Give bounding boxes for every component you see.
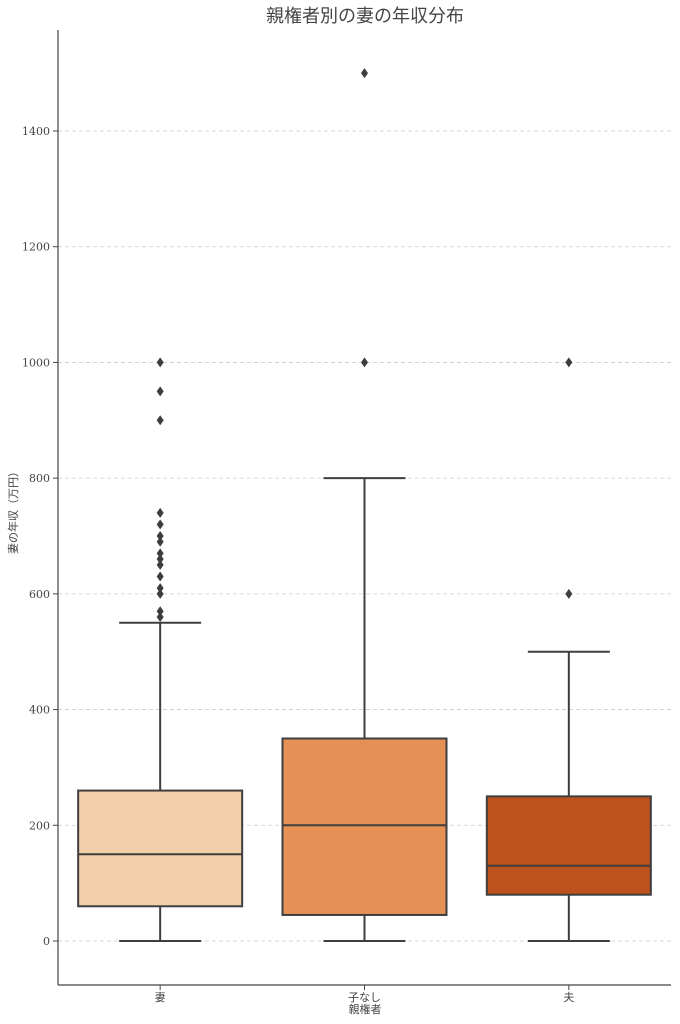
y-tick-label: 400 (29, 704, 50, 717)
iqr-box (281, 737, 448, 916)
x-tick-label: 夫 (563, 991, 574, 1004)
box-group (485, 357, 652, 942)
x-axis-ticks: 妻 子なし 夫 (155, 985, 574, 1004)
outlier-point (361, 357, 368, 368)
y-tick-label: 1000 (22, 356, 50, 369)
box-group (77, 357, 244, 942)
outlier-point (156, 559, 164, 570)
y-tick-label: 0 (43, 935, 50, 948)
x-axis-label: 親権者 (349, 1002, 382, 1016)
y-tick-label: 200 (29, 819, 50, 832)
outlier-point (156, 536, 164, 547)
outlier-point (156, 571, 164, 582)
outlier-point (156, 531, 164, 541)
iqr-box (485, 795, 652, 896)
y-tick-label: 600 (29, 588, 50, 601)
chart-title: 親権者別の妻の年収分布 (266, 6, 464, 27)
box-group (281, 68, 448, 942)
box-series (77, 68, 652, 942)
y-tick-label: 1200 (22, 241, 50, 254)
y-tick-label: 1400 (22, 125, 50, 138)
outlier-point (156, 583, 164, 594)
outlier-point (156, 415, 164, 426)
outlier-point (156, 548, 164, 559)
outlier-point (156, 519, 164, 530)
outlier-point (156, 357, 164, 368)
y-axis-label: 妻の年収（万円） (6, 466, 20, 554)
outlier-point (156, 507, 164, 518)
outlier-point (156, 554, 164, 565)
outlier-point (565, 588, 573, 599)
outlier-point (156, 612, 164, 622)
outlier-point (361, 68, 368, 79)
y-tick-label: 800 (29, 472, 50, 485)
x-tick-label: 子なし (348, 991, 381, 1004)
outlier-point (156, 588, 164, 599)
iqr-box (77, 789, 244, 908)
outlier-point (156, 606, 164, 617)
x-tick-label: 妻 (155, 991, 166, 1004)
outlier-point (565, 357, 573, 368)
outlier-point (156, 386, 164, 397)
y-axis-ticks: 0 200 400 600 800 1000 1200 1400 (22, 125, 58, 948)
